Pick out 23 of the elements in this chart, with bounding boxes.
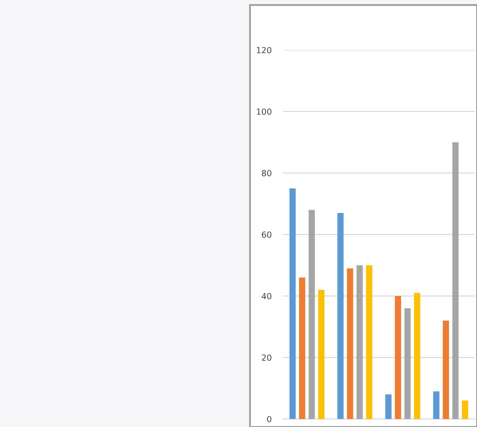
bar [462, 400, 468, 419]
y-tick-label: 80 [262, 170, 272, 176]
bar [289, 188, 296, 419]
bar [433, 391, 440, 419]
bar [346, 268, 354, 419]
bar [356, 265, 363, 419]
bar [308, 210, 315, 419]
bar [366, 265, 372, 419]
bar [337, 212, 344, 419]
y-tick-label: 100 [256, 108, 272, 115]
bar [299, 278, 306, 419]
bar [318, 290, 324, 419]
bar [385, 394, 392, 419]
y-tick-label: 0 [267, 416, 272, 422]
bar [442, 320, 449, 419]
bar [414, 292, 420, 419]
bar [452, 142, 459, 419]
y-tick-label: 120 [256, 46, 272, 54]
y-tick-label: 40 [262, 292, 272, 300]
bar [394, 296, 402, 419]
y-tick-label: 60 [262, 231, 272, 238]
bar [404, 308, 411, 419]
y-tick-label: 20 [262, 354, 272, 361]
